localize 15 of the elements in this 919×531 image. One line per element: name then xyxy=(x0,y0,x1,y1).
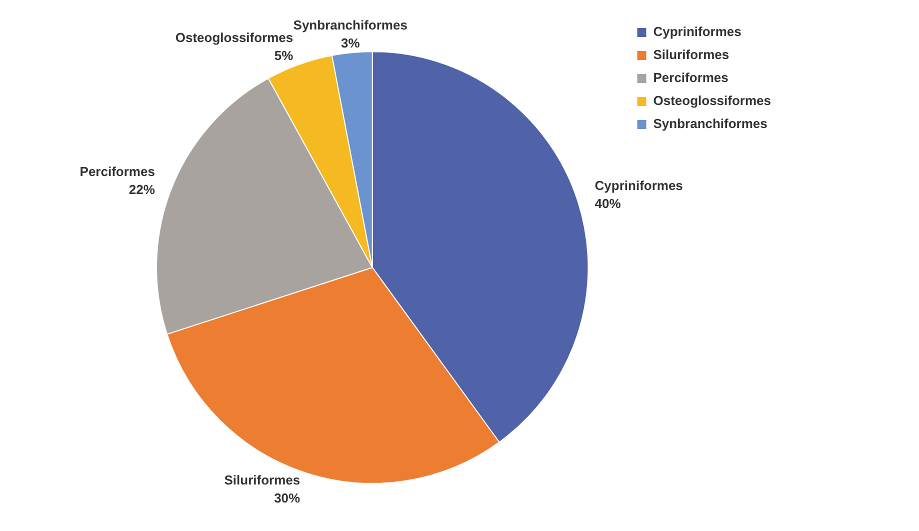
slice-label: Siluriformes xyxy=(224,472,300,488)
slice-label: Synbranchiformes xyxy=(293,17,408,32)
slice-label: Perciformes xyxy=(80,164,155,179)
legend-label: Synbranchiformes xyxy=(653,116,768,132)
data-label: 30% xyxy=(274,490,301,506)
data-label: 22% xyxy=(128,182,156,197)
slice-label: Osteoglossiformes xyxy=(175,30,294,46)
legend-label: Osteoglossiformes xyxy=(653,93,772,108)
data-label: 5% xyxy=(274,48,294,64)
slice-label: Cypriniformes xyxy=(594,178,683,193)
data-label: 40% xyxy=(594,196,622,211)
legend-label: Siluriformes xyxy=(653,47,730,62)
data-label: 3% xyxy=(340,35,360,50)
legend-label: Cypriniformes xyxy=(653,24,742,40)
legend-label: Perciformes xyxy=(653,70,728,86)
